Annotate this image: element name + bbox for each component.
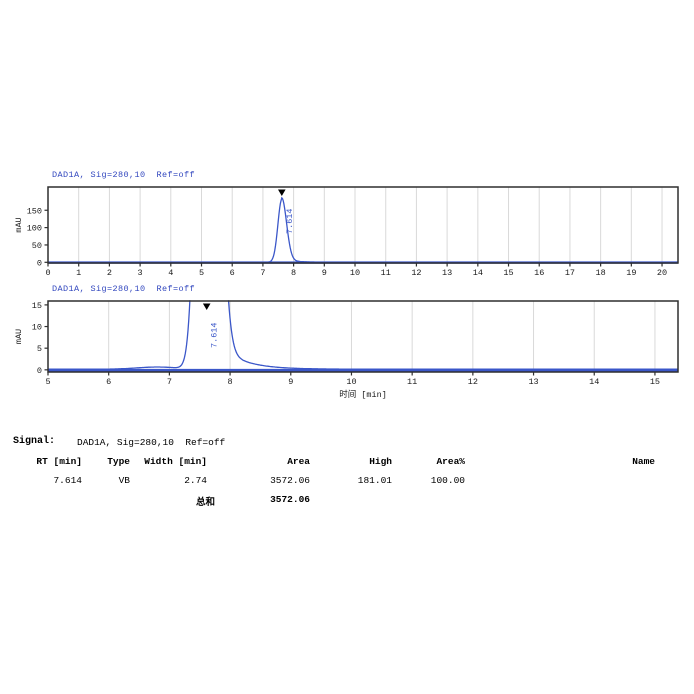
cell-area: 3572.06 [270,475,310,486]
svg-text:15: 15 [32,301,42,311]
svg-text:12: 12 [411,268,421,278]
svg-text:150: 150 [27,206,42,216]
col-header-area: Area [287,456,310,467]
svg-text:50: 50 [32,241,42,251]
svg-text:9: 9 [322,268,327,278]
cell-type: VB [118,475,130,486]
svg-text:9: 9 [288,377,293,387]
svg-text:16: 16 [534,268,544,278]
svg-text:11: 11 [381,268,391,278]
svg-text:7: 7 [167,377,172,387]
svg-text:0: 0 [37,258,42,268]
svg-text:13: 13 [528,377,538,387]
col-header-width: Width [min] [144,456,207,467]
svg-text:19: 19 [626,268,636,278]
svg-text:15: 15 [650,377,660,387]
total-area-value: 3572.06 [270,494,310,505]
svg-text:5: 5 [45,377,50,387]
col-header-areapct: Area% [436,456,465,467]
svg-text:10: 10 [350,268,360,278]
svg-text:时间 [min]: 时间 [min] [339,389,387,400]
svg-text:6: 6 [230,268,235,278]
svg-text:7: 7 [260,268,265,278]
svg-text:2: 2 [107,268,112,278]
svg-text:6: 6 [106,377,111,387]
svg-text:7.614: 7.614 [210,322,220,348]
svg-text:13: 13 [442,268,452,278]
svg-text:11: 11 [407,377,417,387]
chart-title-overview: DAD1A, Sig=280,10 Ref=off [52,170,196,180]
svg-text:18: 18 [596,268,606,278]
svg-text:mAU: mAU [14,329,24,344]
svg-text:7.614: 7.614 [285,208,295,234]
col-header-high: High [369,456,392,467]
col-header-rt: RT [min] [36,456,82,467]
svg-text:100: 100 [27,224,42,234]
svg-text:mAU: mAU [14,217,24,232]
svg-text:8: 8 [228,377,233,387]
svg-text:5: 5 [199,268,204,278]
chart-title-zoom: DAD1A, Sig=280,10 Ref=off [52,284,196,294]
svg-text:14: 14 [589,377,599,387]
svg-text:10: 10 [32,323,42,333]
svg-text:14: 14 [473,268,483,278]
svg-text:1: 1 [76,268,81,278]
overview-chromatogram: 0 1 2 3 4 5 6 7 8 9 10 11 12 13 14 15 16 17 18 19 2005010015… [14,186,679,278]
col-header-name: Name [632,456,655,467]
cell-areapct: 100.00 [430,475,465,486]
svg-text:17: 17 [565,268,575,278]
svg-text:0: 0 [45,268,50,278]
cell-high: 181.01 [357,475,392,486]
cell-width: 2.74 [184,475,207,486]
svg-text:5: 5 [37,344,42,354]
svg-text:15: 15 [503,268,513,278]
signal-value: DAD1A, Sig=280,10 Ref=off [77,437,226,448]
total-label: 总和 [195,497,215,508]
svg-text:0: 0 [37,366,42,376]
svg-text:8: 8 [291,268,296,278]
svg-text:4: 4 [168,268,173,278]
svg-text:20: 20 [657,268,667,278]
signal-label: Signal: [13,436,56,447]
col-header-type: Type [107,456,130,467]
svg-text:3: 3 [138,268,143,278]
cell-rt: 7.614 [53,475,82,486]
svg-text:12: 12 [468,377,478,387]
svg-text:10: 10 [346,377,356,387]
